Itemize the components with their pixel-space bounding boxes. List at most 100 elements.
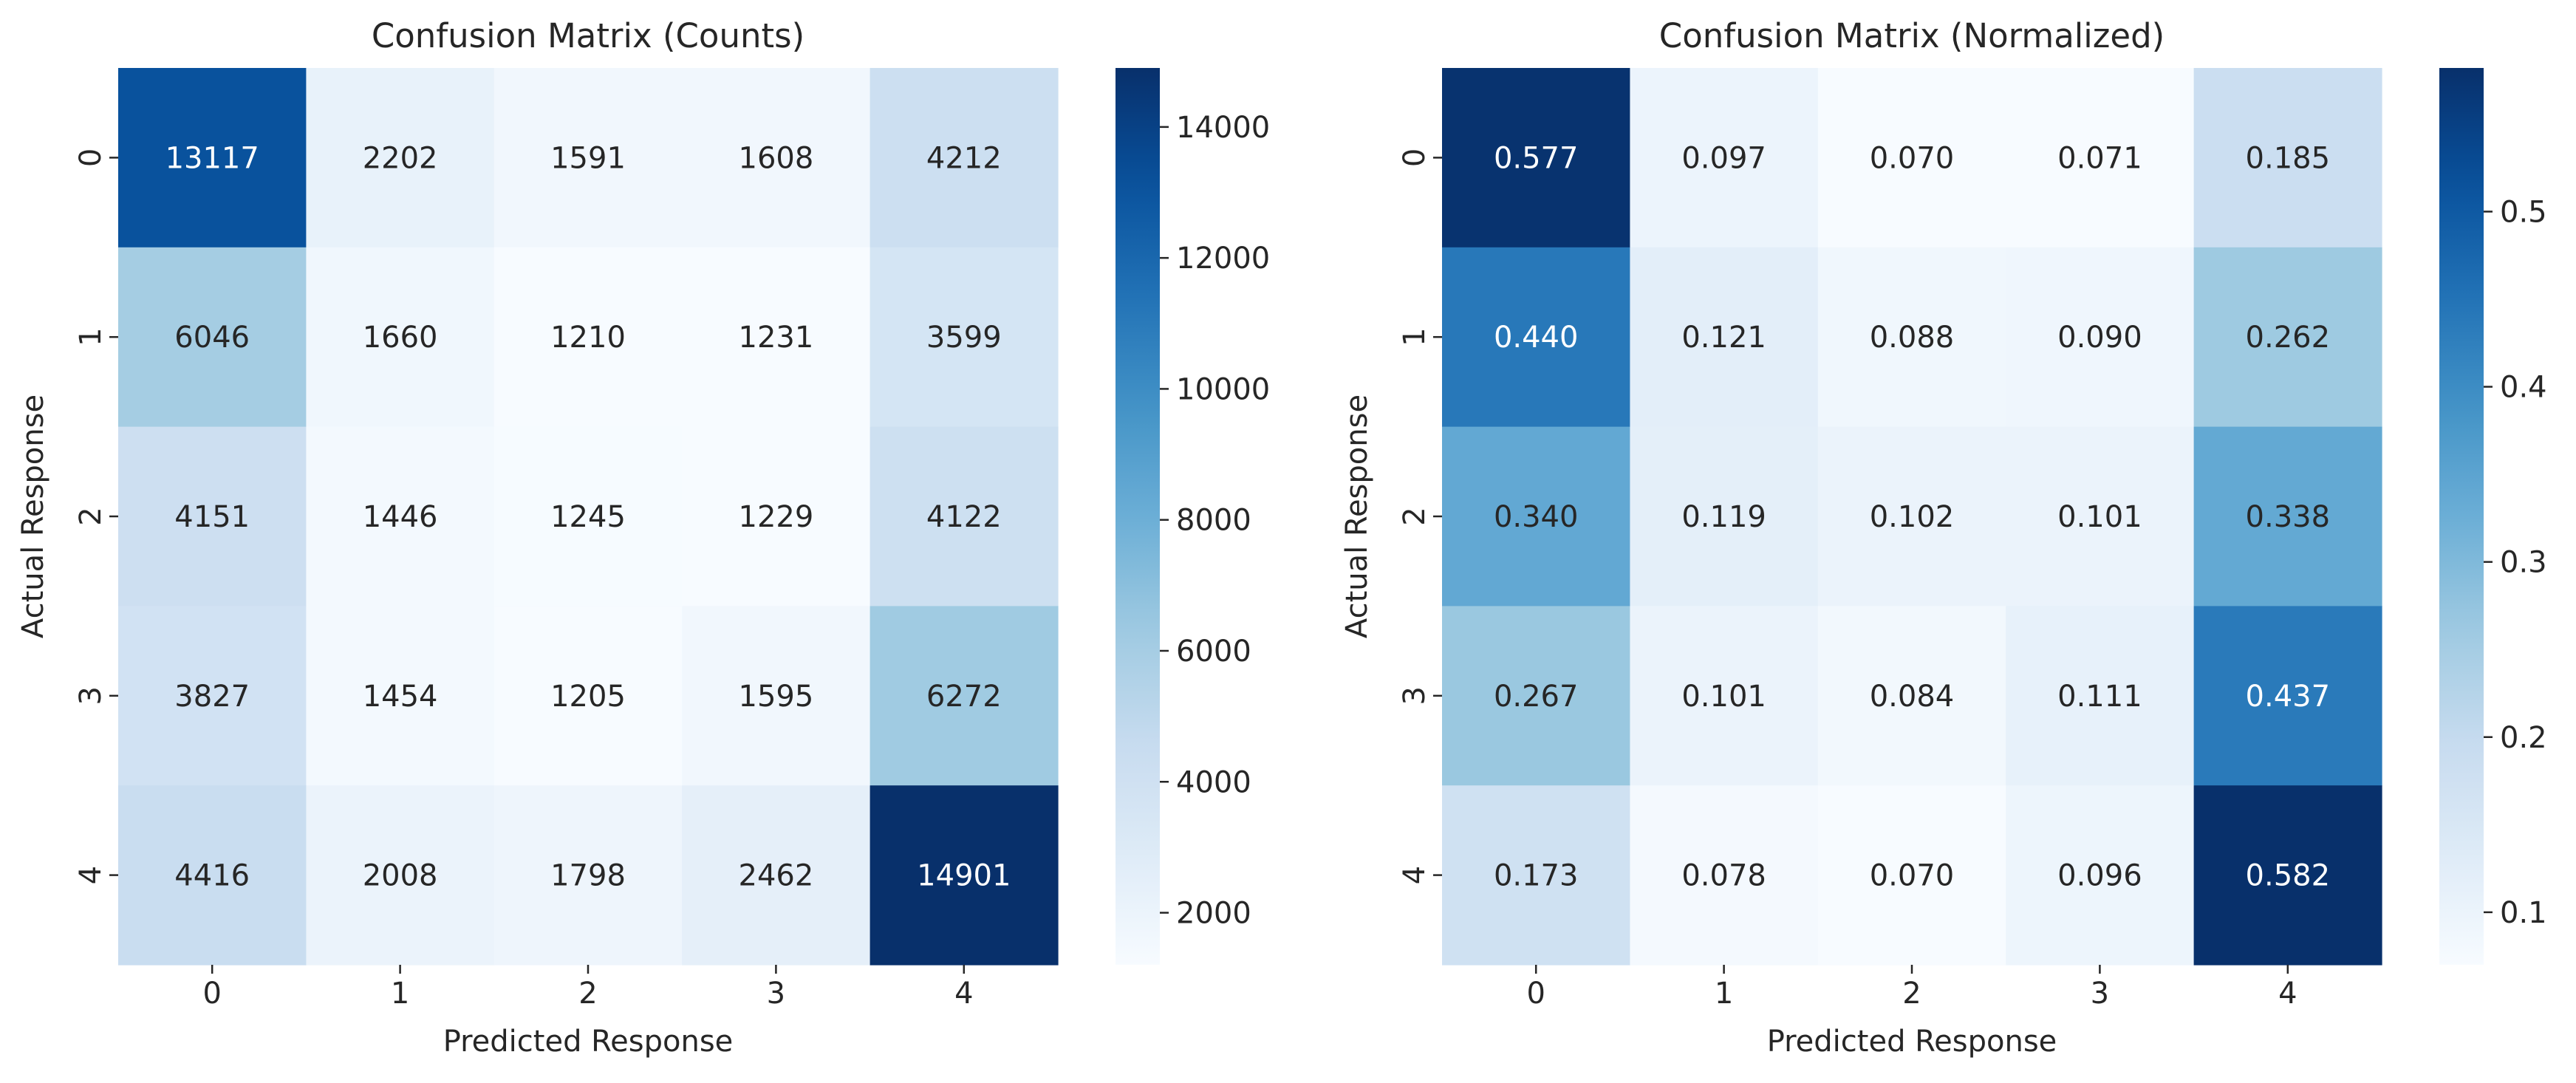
normalized-cell-r4-c0 — [1442, 785, 1630, 966]
normalized-y-tick-label-0: 0 — [1398, 148, 1432, 167]
counts-cell-label-r3-c0: 3827 — [174, 680, 250, 714]
normalized-cell-r0-c3 — [2006, 68, 2195, 248]
counts-cell-r2-c3 — [682, 426, 871, 607]
normalized-y-tick-label-3: 3 — [1398, 686, 1432, 705]
counts-x-ticks: 0 1 2 3 4 — [202, 965, 974, 1011]
normalized-cell-r0-c1 — [1630, 68, 1819, 248]
normalized-cell-r2-c0 — [1442, 426, 1630, 607]
normalized-cell-label-r2-c0: 0.340 — [1494, 500, 1579, 534]
counts-x-tick-label-0: 0 — [202, 977, 221, 1011]
counts-cell-label-r4-c0: 4416 — [174, 859, 250, 893]
normalized-cell-r4-c1 — [1630, 785, 1819, 966]
counts-cell-r3-c1 — [306, 606, 495, 786]
counts-x-tick-label-1: 1 — [391, 977, 409, 1011]
counts-cell-label-r2-c1: 1446 — [363, 500, 438, 534]
normalized-cell-r1-c3 — [2006, 247, 2195, 428]
normalized-cell-r2-c4 — [2193, 426, 2382, 607]
normalized-cell-label-r0-c4: 0.185 — [2246, 141, 2331, 175]
normalized-heatmap-title: Confusion Matrix (Normalized) — [1659, 16, 2165, 55]
counts-cell-label-r0-c1: 2202 — [363, 141, 438, 175]
counts-cell-r0-c3 — [682, 68, 871, 248]
normalized-cell-label-r1-c1: 0.121 — [1681, 321, 1766, 355]
counts-cell-r4-c0 — [118, 785, 307, 966]
counts-cell-label-r1-c3: 1231 — [739, 321, 814, 355]
counts-cell-r1-c4 — [870, 247, 1059, 428]
normalized-x-tick-label-0: 0 — [1526, 977, 1545, 1011]
normalized-cell-r0-c2 — [1817, 68, 2006, 248]
counts-cell-label-r4-c4: 14901 — [917, 859, 1011, 893]
counts-colorbar-tick-label-5: 12000 — [1176, 242, 1270, 276]
counts-x-tick-label-2: 2 — [578, 977, 597, 1011]
counts-heatmap-cells: 13117 2202 1591 1608 4212 6046 1660 1210 1231 359… — [118, 68, 1059, 966]
normalized-colorbar-tick-label-2: 0.3 — [2500, 546, 2547, 580]
counts-cell-label-r0-c3: 1608 — [739, 141, 814, 175]
normalized-cell-r0-c4 — [2193, 68, 2382, 248]
counts-cell-r3-c2 — [493, 606, 683, 786]
normalized-heatmap-panel: Confusion Matrix (Normalized) Predicted … — [1340, 16, 2547, 1059]
normalized-cell-label-r4-c1: 0.078 — [1681, 859, 1766, 893]
counts-cell-label-r2-c3: 1229 — [739, 500, 814, 534]
counts-cell-r2-c2 — [493, 426, 683, 607]
normalized-y-ticks: 0 1 2 3 4 — [1398, 148, 1442, 884]
normalized-cell-label-r0-c3: 0.071 — [2057, 141, 2142, 175]
normalized-cell-label-r0-c1: 0.097 — [1681, 141, 1766, 175]
counts-cell-label-r3-c3: 1595 — [739, 680, 814, 714]
counts-cell-r3-c0 — [118, 606, 307, 786]
counts-cell-label-r3-c4: 6272 — [926, 680, 1002, 714]
normalized-cell-r1-c0 — [1442, 247, 1630, 428]
counts-cell-label-r2-c4: 4122 — [926, 500, 1002, 534]
normalized-cell-r1-c1 — [1630, 247, 1819, 428]
counts-cell-label-r2-c0: 4151 — [174, 500, 250, 534]
normalized-cell-label-r4-c0: 0.173 — [1494, 859, 1579, 893]
normalized-cell-r3-c0 — [1442, 606, 1630, 786]
counts-cell-label-r4-c2: 1798 — [550, 859, 626, 893]
counts-cell-label-r4-c3: 2462 — [739, 859, 814, 893]
counts-colorbar-tick-label-0: 2000 — [1176, 897, 1251, 931]
counts-cell-r1-c0 — [118, 247, 307, 428]
counts-cell-r0-c2 — [493, 68, 683, 248]
normalized-x-ticks: 0 1 2 3 4 — [1526, 965, 2297, 1011]
normalized-cell-label-r3-c3: 0.111 — [2057, 680, 2142, 714]
normalized-cell-r3-c3 — [2006, 606, 2195, 786]
normalized-y-axis-label: Actual Response — [1340, 394, 1374, 638]
normalized-cell-label-r3-c4: 0.437 — [2246, 680, 2331, 714]
normalized-colorbar-tick-label-0: 0.1 — [2500, 896, 2547, 930]
normalized-cell-label-r4-c2: 0.070 — [1870, 859, 1955, 893]
normalized-cell-r3-c2 — [1817, 606, 2006, 786]
normalized-colorbar-gradient — [2439, 68, 2484, 965]
counts-cell-r4-c1 — [306, 785, 495, 966]
counts-colorbar-tick-label-4: 10000 — [1176, 372, 1270, 406]
normalized-cell-r3-c4 — [2193, 606, 2382, 786]
counts-cell-label-r3-c2: 1205 — [550, 680, 626, 714]
counts-cell-r3-c4 — [870, 606, 1059, 786]
normalized-colorbar-tick-label-1: 0.2 — [2500, 721, 2547, 755]
normalized-cell-r4-c4 — [2193, 785, 2382, 966]
normalized-cell-label-r2-c4: 0.338 — [2246, 500, 2331, 534]
counts-x-axis-label: Predicted Response — [443, 1025, 734, 1059]
counts-x-tick-label-3: 3 — [767, 977, 785, 1011]
counts-y-ticks: 0 1 2 3 4 — [74, 148, 118, 884]
normalized-x-axis-label: Predicted Response — [1767, 1025, 2057, 1059]
normalized-cell-r2-c3 — [2006, 426, 2195, 607]
counts-cell-label-r3-c1: 1454 — [363, 680, 438, 714]
counts-heatmap-panel: Confusion Matrix (Counts) Predicted Resp… — [16, 16, 1270, 1059]
counts-cell-r0-c1 — [306, 68, 495, 248]
counts-colorbar-tick-label-6: 14000 — [1176, 111, 1270, 145]
counts-cell-label-r0-c2: 1591 — [550, 141, 626, 175]
normalized-cell-label-r1-c3: 0.090 — [2057, 321, 2142, 355]
normalized-cell-label-r2-c1: 0.119 — [1681, 500, 1766, 534]
normalized-cell-r2-c1 — [1630, 426, 1819, 607]
counts-cell-label-r2-c2: 1245 — [550, 500, 626, 534]
counts-cell-r1-c2 — [493, 247, 683, 428]
normalized-cell-label-r4-c3: 0.096 — [2057, 859, 2142, 893]
counts-cell-label-r4-c1: 2008 — [363, 859, 438, 893]
counts-colorbar: 2000 4000 6000 8000 10000 12000 14000 — [1116, 68, 1270, 965]
counts-colorbar-tick-label-2: 6000 — [1176, 635, 1251, 669]
counts-cell-r1-c1 — [306, 247, 495, 428]
normalized-cell-label-r3-c0: 0.267 — [1494, 680, 1579, 714]
counts-y-tick-label-0: 0 — [74, 148, 108, 167]
counts-cell-label-r1-c1: 1660 — [363, 321, 438, 355]
counts-colorbar-tick-label-3: 8000 — [1176, 504, 1251, 538]
counts-y-tick-label-4: 4 — [74, 866, 108, 884]
normalized-heatmap-cells: 0.577 0.097 0.070 0.071 0.185 0.440 0.121 0.088… — [1442, 68, 2382, 966]
